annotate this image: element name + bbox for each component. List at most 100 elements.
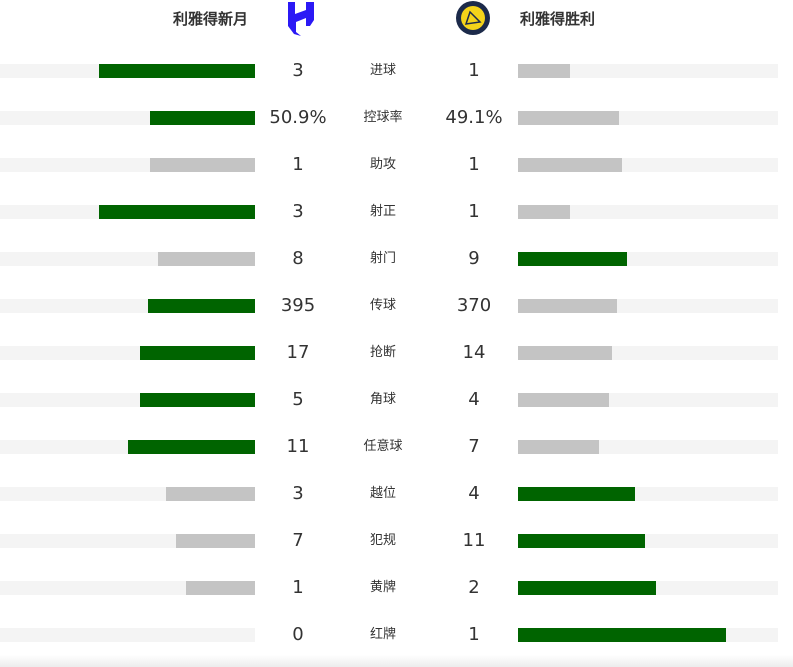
home-bar-track bbox=[0, 252, 255, 266]
home-value: 50.9% bbox=[269, 107, 327, 128]
away-bar-fill bbox=[518, 299, 617, 313]
stat-row: 50.9% 控球率 49.1% bbox=[0, 108, 793, 128]
away-bar-track bbox=[518, 252, 778, 266]
home-bar-track bbox=[0, 158, 255, 172]
away-bar-track bbox=[518, 158, 778, 172]
home-bar-track bbox=[0, 111, 255, 125]
away-bar-fill bbox=[518, 252, 628, 266]
bottom-shade bbox=[0, 655, 793, 667]
home-bar-fill bbox=[165, 487, 255, 501]
away-bar-fill bbox=[518, 487, 635, 501]
home-bar-fill bbox=[186, 581, 255, 595]
home-value: 3 bbox=[292, 60, 304, 81]
away-bar-fill bbox=[518, 581, 656, 595]
away-bar-track bbox=[518, 581, 778, 595]
away-bar-track bbox=[518, 628, 778, 642]
away-bar-track bbox=[518, 64, 778, 78]
home-bar-fill bbox=[127, 440, 255, 454]
home-value: 3 bbox=[292, 483, 304, 504]
away-value: 4 bbox=[468, 389, 480, 410]
away-value: 370 bbox=[456, 295, 492, 316]
stat-row: 0 红牌 1 bbox=[0, 625, 793, 645]
away-bar-fill bbox=[518, 628, 726, 642]
stat-label: 射正 bbox=[369, 204, 396, 219]
stat-row: 3 射正 1 bbox=[0, 202, 793, 222]
home-bar-track bbox=[0, 205, 255, 219]
home-bar-fill bbox=[150, 158, 255, 172]
al-nassr-logo-icon bbox=[456, 1, 490, 35]
stat-row: 17 抢断 14 bbox=[0, 343, 793, 363]
away-value: 1 bbox=[468, 201, 480, 222]
away-bar-fill bbox=[518, 393, 609, 407]
away-bar-track bbox=[518, 487, 778, 501]
match-header: 利雅得新月 利雅得胜利 bbox=[0, 0, 793, 40]
stat-row: 1 黄牌 2 bbox=[0, 578, 793, 598]
away-value: 11 bbox=[462, 530, 486, 551]
stat-label: 进球 bbox=[369, 63, 396, 78]
stat-label: 抢断 bbox=[369, 345, 396, 360]
home-value: 3 bbox=[292, 201, 304, 222]
home-value: 7 bbox=[292, 530, 304, 551]
stat-row: 3 进球 1 bbox=[0, 61, 793, 81]
home-bar-fill bbox=[140, 393, 255, 407]
home-bar-track bbox=[0, 64, 255, 78]
home-bar-track bbox=[0, 628, 255, 642]
away-value: 1 bbox=[468, 60, 480, 81]
stat-row: 7 犯规 11 bbox=[0, 531, 793, 551]
away-bar-fill bbox=[518, 64, 570, 78]
away-bar-fill bbox=[518, 205, 570, 219]
home-bar-track bbox=[0, 393, 255, 407]
away-team-name: 利雅得胜利 bbox=[520, 10, 596, 28]
home-bar-track bbox=[0, 534, 255, 548]
home-value: 1 bbox=[292, 577, 304, 598]
stat-label: 黄牌 bbox=[369, 580, 396, 595]
stat-label: 红牌 bbox=[369, 627, 396, 642]
away-bar-track bbox=[518, 346, 778, 360]
stat-row: 3 越位 4 bbox=[0, 484, 793, 504]
home-value: 17 bbox=[286, 342, 310, 363]
al-hilal-logo-icon bbox=[288, 2, 314, 36]
away-bar-fill bbox=[518, 158, 622, 172]
stat-label: 任意球 bbox=[363, 439, 403, 454]
home-bar-fill bbox=[175, 534, 255, 548]
stat-label: 角球 bbox=[369, 392, 396, 407]
away-bar-track bbox=[518, 534, 778, 548]
away-bar-fill bbox=[518, 111, 620, 125]
home-bar-track bbox=[0, 346, 255, 360]
away-bar-fill bbox=[518, 440, 599, 454]
stat-row: 8 射门 9 bbox=[0, 249, 793, 269]
home-bar-fill bbox=[99, 205, 255, 219]
stat-label: 助攻 bbox=[369, 157, 396, 172]
stat-label: 犯规 bbox=[369, 533, 396, 548]
home-value: 395 bbox=[280, 295, 316, 316]
away-bar-fill bbox=[518, 346, 612, 360]
away-value: 4 bbox=[468, 483, 480, 504]
home-value: 5 bbox=[292, 389, 304, 410]
home-team-name: 利雅得新月 bbox=[173, 10, 249, 28]
stat-label: 射门 bbox=[369, 251, 396, 266]
home-bar-fill bbox=[158, 252, 255, 266]
stat-row: 5 角球 4 bbox=[0, 390, 793, 410]
home-bar-track bbox=[0, 487, 255, 501]
away-value: 1 bbox=[468, 154, 480, 175]
away-bar-track bbox=[518, 299, 778, 313]
away-bar-fill bbox=[518, 534, 646, 548]
away-bar-track bbox=[518, 440, 778, 454]
away-value: 14 bbox=[462, 342, 486, 363]
home-value: 0 bbox=[292, 624, 304, 645]
away-value: 1 bbox=[468, 624, 480, 645]
home-bar-fill bbox=[99, 64, 255, 78]
stat-label: 传球 bbox=[369, 298, 396, 313]
home-bar-fill bbox=[140, 346, 255, 360]
home-bar-fill bbox=[147, 299, 255, 313]
home-bar-track bbox=[0, 581, 255, 595]
stat-row: 395 传球 370 bbox=[0, 296, 793, 316]
away-bar-track bbox=[518, 111, 778, 125]
home-bar-track bbox=[0, 440, 255, 454]
away-value: 9 bbox=[468, 248, 480, 269]
home-value: 1 bbox=[292, 154, 304, 175]
stat-row: 1 助攻 1 bbox=[0, 155, 793, 175]
away-value: 7 bbox=[468, 436, 480, 457]
home-bar-track bbox=[0, 299, 255, 313]
away-bar-track bbox=[518, 393, 778, 407]
